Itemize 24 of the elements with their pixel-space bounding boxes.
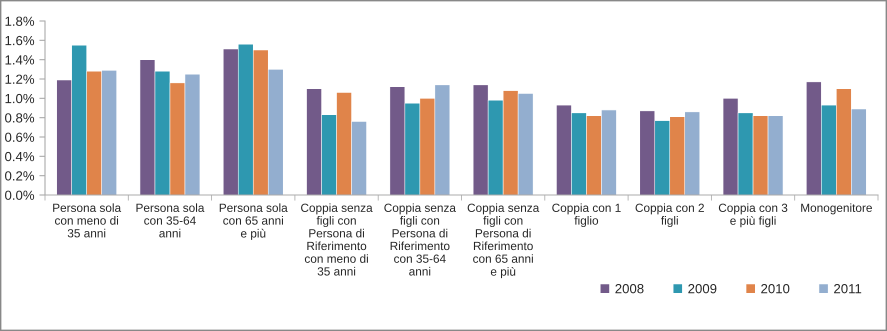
y-tick-label: 1.8% [6, 16, 34, 26]
legend-label: 2011 [834, 284, 862, 294]
x-tick-label: Persona sola con 35-64 anni [136, 203, 204, 238]
y-tick-label: 0.6% [5, 132, 34, 142]
x-tick-label: Coppia con 2 figli [636, 203, 704, 228]
y-tick-label: 1.6% [6, 36, 34, 46]
y-tick-label: 0.4% [5, 152, 34, 162]
y-tick-label: 0.0% [5, 190, 34, 200]
legend-label: 2008 [615, 284, 644, 294]
x-tick-label: Coppia con 3 e più figli [718, 203, 788, 228]
x-tick-label: Persona sola con 65 anni e più [220, 203, 288, 240]
x-tick-label: Coppia con 1 figlio [552, 203, 621, 228]
y-tick-label: 0.2% [5, 171, 34, 181]
legend-label: 2010 [761, 284, 790, 294]
legend-label: 2009 [688, 284, 716, 294]
x-tick-label: Monogenitore [801, 203, 872, 214]
x-tick-label: Persona sola con meno di 35 anni [53, 203, 122, 238]
x-tick-label: Coppia senza figli con Persona di Riferimento con 35-64 anni [384, 203, 456, 276]
y-tick-label: 0.8% [5, 113, 34, 123]
y-tick-label: 1.0% [6, 94, 34, 104]
x-tick-label: Coppia senza figli con Persona di Riferimento con 65 anni e più [468, 203, 540, 278]
y-tick-label: 1.2% [6, 74, 34, 84]
x-tick-label: Coppia senza figli con Persona di Riferimento con meno di 35 anni [301, 203, 373, 276]
y-tick-label: 1.4% [6, 55, 34, 65]
